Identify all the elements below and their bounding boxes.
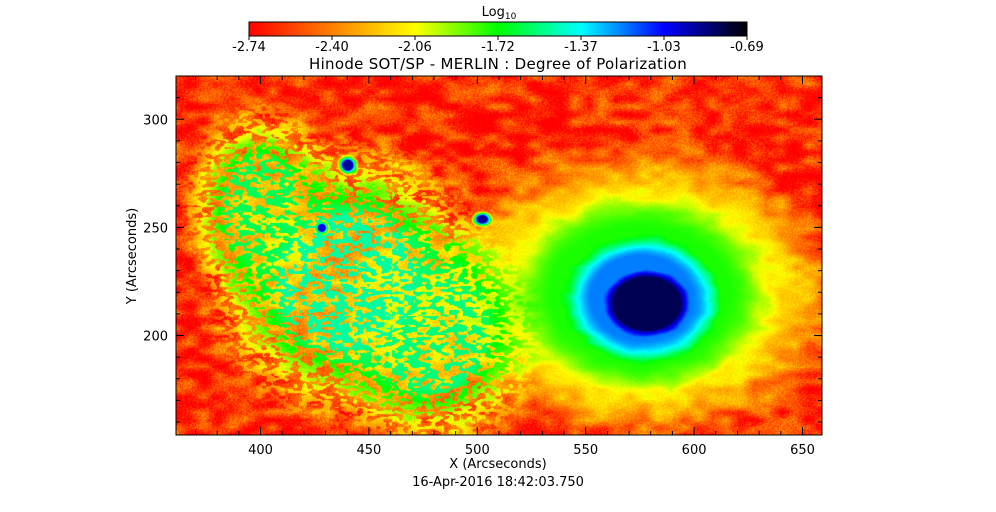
- timestamp: 16-Apr-2016 18:42:03.750: [412, 475, 584, 490]
- chart-title: Hinode SOT/SP - MERLIN : Degree of Polar…: [309, 55, 687, 73]
- x-tick-label: 650: [790, 443, 815, 458]
- plot-area: [175, 75, 823, 436]
- colorbar-tick-label: -1.37: [564, 40, 598, 55]
- colorbar-title: Log10: [482, 5, 517, 22]
- x-axis: 400 450 500 550 600 650: [195, 76, 815, 458]
- x-tick-label: 500: [465, 443, 490, 458]
- colorbar-tick-label: -1.03: [647, 40, 681, 55]
- heatmap-image: [176, 76, 822, 435]
- colorbar-tick-label: -0.69: [730, 40, 764, 55]
- y-tick-label: 300: [143, 113, 168, 128]
- x-tick-label: 400: [248, 443, 273, 458]
- x-tick-label: 550: [573, 443, 598, 458]
- colorbar-tick-label: -2.74: [232, 40, 266, 55]
- colorbar-ticks: -2.74 -2.40 -2.06 -1.72 -1.37 -1.03 -0.69: [232, 36, 764, 55]
- colorbar-tick-label: -1.72: [481, 40, 515, 55]
- x-axis-label: X (Arcseconds): [449, 457, 546, 472]
- y-axis: 200 250 300: [143, 75, 822, 423]
- y-tick-label: 250: [143, 221, 168, 236]
- x-tick-label: 450: [357, 443, 382, 458]
- colorbar-tick-label: -2.40: [315, 40, 349, 55]
- y-tick-label: 200: [143, 330, 168, 345]
- y-axis-label: Y (Arcseconds): [125, 208, 140, 305]
- colorbar: [248, 21, 748, 37]
- x-tick-label: 600: [682, 443, 707, 458]
- colorbar-tick-label: -2.06: [398, 40, 432, 55]
